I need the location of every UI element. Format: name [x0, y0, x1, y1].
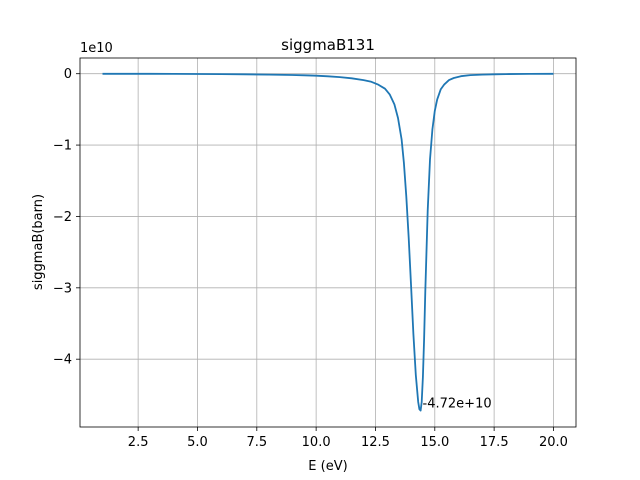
x-tick-label: 5.0 — [187, 435, 208, 450]
y-tick-label: −2 — [53, 210, 72, 225]
x-tick-label: 2.5 — [128, 435, 149, 450]
y-axis: 0 −1 −2 −3 −4 — [53, 67, 80, 368]
grid — [80, 58, 576, 427]
min-value-annotation: -4.72e+10 — [423, 397, 492, 412]
y-tick-label: −4 — [53, 353, 72, 368]
x-tick-label: 20.0 — [539, 435, 568, 450]
x-tick-label: 7.5 — [246, 435, 267, 450]
x-axis-label: E (eV) — [308, 459, 347, 474]
x-tick-label: 12.5 — [361, 435, 390, 450]
x-tick-label: 15.0 — [420, 435, 449, 450]
plot-area — [102, 72, 554, 412]
y-tick-label: −1 — [53, 139, 72, 154]
y-tick-label: −3 — [53, 281, 72, 296]
x-axis: 2.5 5.0 7.5 10.0 12.5 15.0 17.5 20.0 — [128, 427, 568, 450]
x-tick-label: 17.5 — [480, 435, 509, 450]
axes-frame — [79, 57, 577, 428]
y-tick-label: 0 — [64, 67, 72, 82]
series-line — [102, 72, 554, 412]
chart-title: siggmaB131 — [281, 36, 375, 54]
annotations: -4.72e+10 — [423, 397, 492, 412]
x-tick-label: 10.0 — [302, 435, 331, 450]
y-offset-label: 1e10 — [80, 41, 113, 56]
y-axis-label: siggmaB(barn) — [31, 194, 46, 290]
